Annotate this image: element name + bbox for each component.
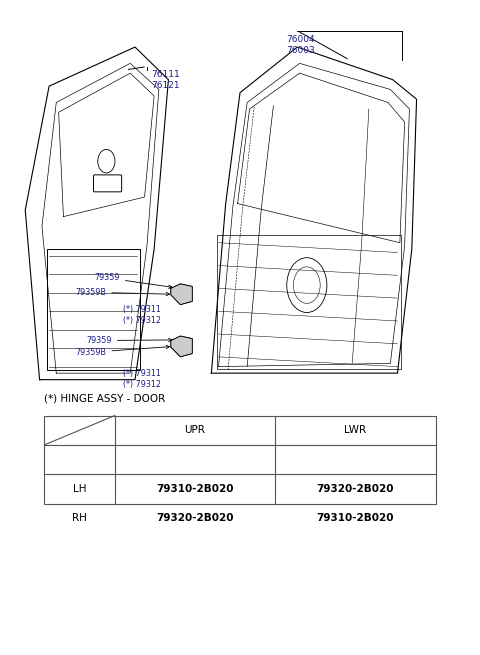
Text: 79320-2B020: 79320-2B020	[317, 484, 394, 494]
Text: (*) HINGE ASSY - DOOR: (*) HINGE ASSY - DOOR	[44, 394, 166, 404]
Text: (*) 79311: (*) 79311	[123, 305, 161, 314]
Text: (*) 79312: (*) 79312	[123, 316, 161, 325]
Text: RH: RH	[72, 514, 87, 523]
Text: 79359B: 79359B	[75, 288, 169, 297]
Text: 76004: 76004	[286, 35, 315, 45]
Polygon shape	[171, 284, 192, 305]
Text: (*) 79311: (*) 79311	[123, 369, 161, 379]
Text: 79359: 79359	[86, 336, 172, 345]
Bar	[47, 250, 140, 370]
Text: 76111: 76111	[152, 70, 180, 79]
Bar	[44, 415, 436, 504]
Polygon shape	[171, 336, 192, 357]
Text: 79310-2B020: 79310-2B020	[317, 514, 394, 523]
Bar	[217, 235, 401, 369]
Text: (*) 79312: (*) 79312	[123, 381, 161, 389]
Text: 76121: 76121	[152, 81, 180, 90]
FancyBboxPatch shape	[94, 175, 121, 192]
Text: 79320-2B020: 79320-2B020	[156, 514, 234, 523]
Text: 79359B: 79359B	[75, 345, 169, 357]
Text: LWR: LWR	[344, 425, 367, 435]
Text: UPR: UPR	[185, 425, 205, 435]
Text: LH: LH	[73, 484, 86, 494]
Text: 79359: 79359	[95, 273, 172, 288]
Text: 76003: 76003	[286, 47, 315, 56]
Text: 79310-2B020: 79310-2B020	[156, 484, 234, 494]
